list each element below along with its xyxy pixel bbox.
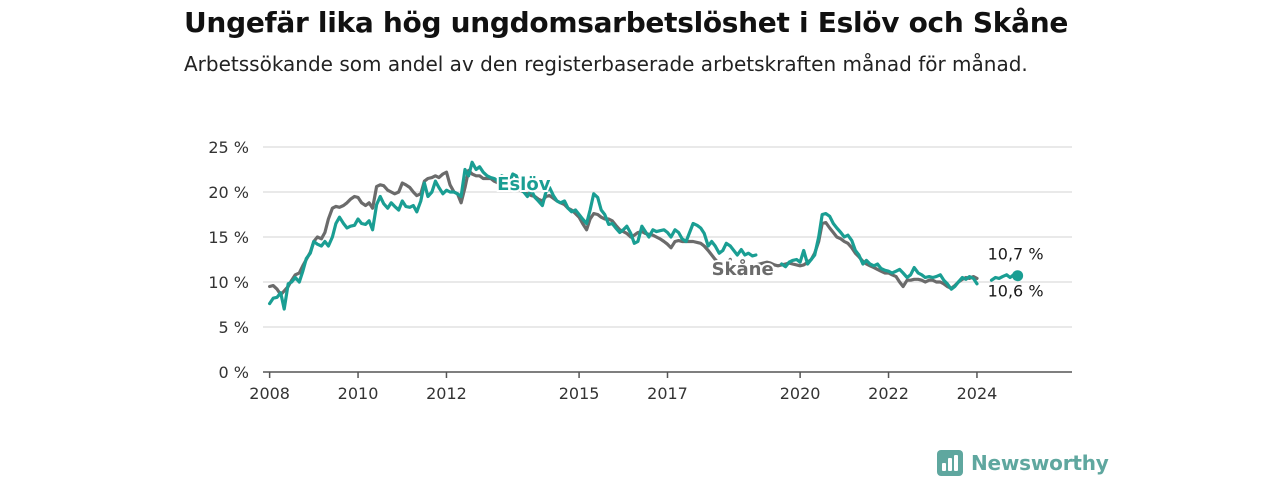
series-label-skane: Skåne bbox=[712, 258, 774, 280]
y-tick-label: 20 % bbox=[208, 183, 249, 202]
y-tick-label: 15 % bbox=[208, 228, 249, 247]
chart-subtitle: Arbetssökande som andel av den registerb… bbox=[184, 52, 1028, 76]
x-tick-label: 2010 bbox=[338, 384, 379, 403]
x-tick-label: 2020 bbox=[780, 384, 821, 403]
series-label-eslov: Eslöv bbox=[497, 174, 551, 195]
bar-chart-logo-icon bbox=[937, 450, 963, 476]
y-tick-label: 0 % bbox=[219, 363, 249, 382]
series-line-skane bbox=[754, 221, 979, 290]
axes: 0 % 5 % 10 % 15 % 20 % 25 % 2008 2010 2012 2015 20… bbox=[208, 138, 1072, 403]
skane-end-label: 10,6 % bbox=[988, 282, 1044, 301]
y-tick-label: 25 % bbox=[208, 138, 249, 157]
eslov-end-point bbox=[1012, 270, 1024, 282]
y-tick-label: 5 % bbox=[219, 318, 249, 337]
x-tick-label: 2017 bbox=[647, 384, 688, 403]
x-tick-label: 2008 bbox=[249, 384, 290, 403]
series-lines bbox=[268, 160, 1024, 311]
x-tick-label: 2012 bbox=[426, 384, 467, 403]
x-tick-label: 2015 bbox=[559, 384, 600, 403]
newsworthy-logo[interactable]: Newsworthy bbox=[937, 448, 1109, 478]
x-tick-label: 2022 bbox=[868, 384, 909, 403]
eslov-end-label: 10,7 % bbox=[988, 245, 1044, 264]
grid-lines bbox=[263, 146, 1072, 328]
series-line-eslov bbox=[780, 212, 979, 291]
y-tick-label: 10 % bbox=[208, 273, 249, 292]
chart-title: Ungefär lika hög ungdomsarbetslöshet i E… bbox=[184, 6, 1069, 39]
annotations: Eslöv Skåne 10,7 % 10,6 % bbox=[495, 172, 1045, 302]
x-tick-label: 2024 bbox=[957, 384, 998, 403]
series-line-eslov bbox=[268, 160, 758, 311]
series-line-skane bbox=[268, 168, 732, 297]
logo-text: Newsworthy bbox=[971, 451, 1109, 475]
